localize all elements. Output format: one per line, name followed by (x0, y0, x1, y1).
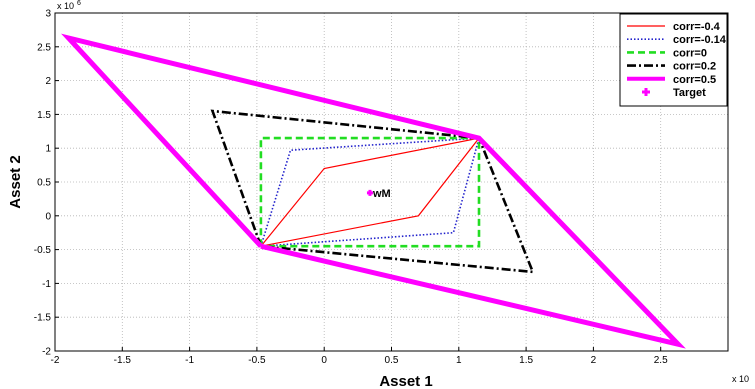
y-tick-label: -2 (42, 347, 51, 358)
legend-label: Target (673, 87, 706, 99)
x-tick-label: 1.5 (519, 355, 533, 366)
x-tick-label: -0.5 (248, 355, 266, 366)
y-axis-ticks: -2 -1.5 -1 -0.5 0 0.5 1 1.5 2 2.5 3 (34, 9, 59, 358)
legend-label: corr=0 (673, 47, 707, 59)
legend-label: corr=0.5 (673, 74, 716, 86)
x-tick-label: 2 (591, 355, 597, 366)
y-tick-label: 1.5 (37, 110, 51, 121)
y-tick-label: -1.5 (34, 313, 52, 324)
x-tick-label: 2.5 (654, 355, 668, 366)
x-axis-title: Asset 1 (379, 373, 432, 389)
y-axis-title: Asset 2 (7, 155, 24, 208)
y-tick-label: 2 (45, 76, 51, 87)
legend-entry-1: corr=-0.14 (627, 34, 727, 46)
legend-entry-4: corr=0.5 (627, 74, 716, 86)
x-tick-label: 1 (456, 355, 462, 366)
grid-lines (55, 13, 728, 351)
legend-label: corr=-0.4 (673, 21, 721, 33)
y-tick-label: 2.5 (37, 42, 51, 53)
x-tick-label: -2 (51, 355, 60, 366)
y-tick-label: -0.5 (34, 245, 52, 256)
x-axis-ticks: -2 -1.5 -1 -0.5 0 0.5 1 1.5 2 2.5 (51, 347, 668, 366)
legend-entry-0: corr=-0.4 (627, 21, 721, 33)
legend-label: corr=0.2 (673, 61, 716, 73)
legend-label: corr=-0.14 (673, 34, 727, 46)
y-tick-label: 0 (45, 211, 51, 222)
y-exponent-power: 6 (77, 0, 81, 7)
target-annotation: wM (372, 188, 391, 200)
y-tick-label: 1 (45, 144, 51, 155)
series-line-1 (260, 137, 481, 247)
series-line-4 (61, 33, 686, 349)
target-marker (366, 189, 373, 196)
y-tick-label: 3 (45, 9, 51, 20)
series-line-2 (259, 136, 481, 248)
x-tick-label: -1 (185, 355, 194, 366)
legend-swatch (642, 88, 650, 96)
x-tick-label: 0 (321, 355, 327, 366)
target-layer: wM (366, 188, 391, 200)
legend-entry-2: corr=0 (627, 47, 707, 59)
x-exponent-label: x 10 (732, 374, 749, 384)
legend-box (619, 13, 728, 107)
y-tick-label: -1 (42, 279, 51, 290)
series-layer (61, 33, 686, 349)
x-tick-label: 0.5 (385, 355, 399, 366)
legend-entry-5: Target (642, 87, 706, 99)
legend-entry-3: corr=0.2 (627, 61, 716, 73)
y-tick-label: 0.5 (37, 178, 51, 189)
y-exponent-label: x 10 (57, 1, 74, 11)
x-tick-label: -1.5 (114, 355, 132, 366)
